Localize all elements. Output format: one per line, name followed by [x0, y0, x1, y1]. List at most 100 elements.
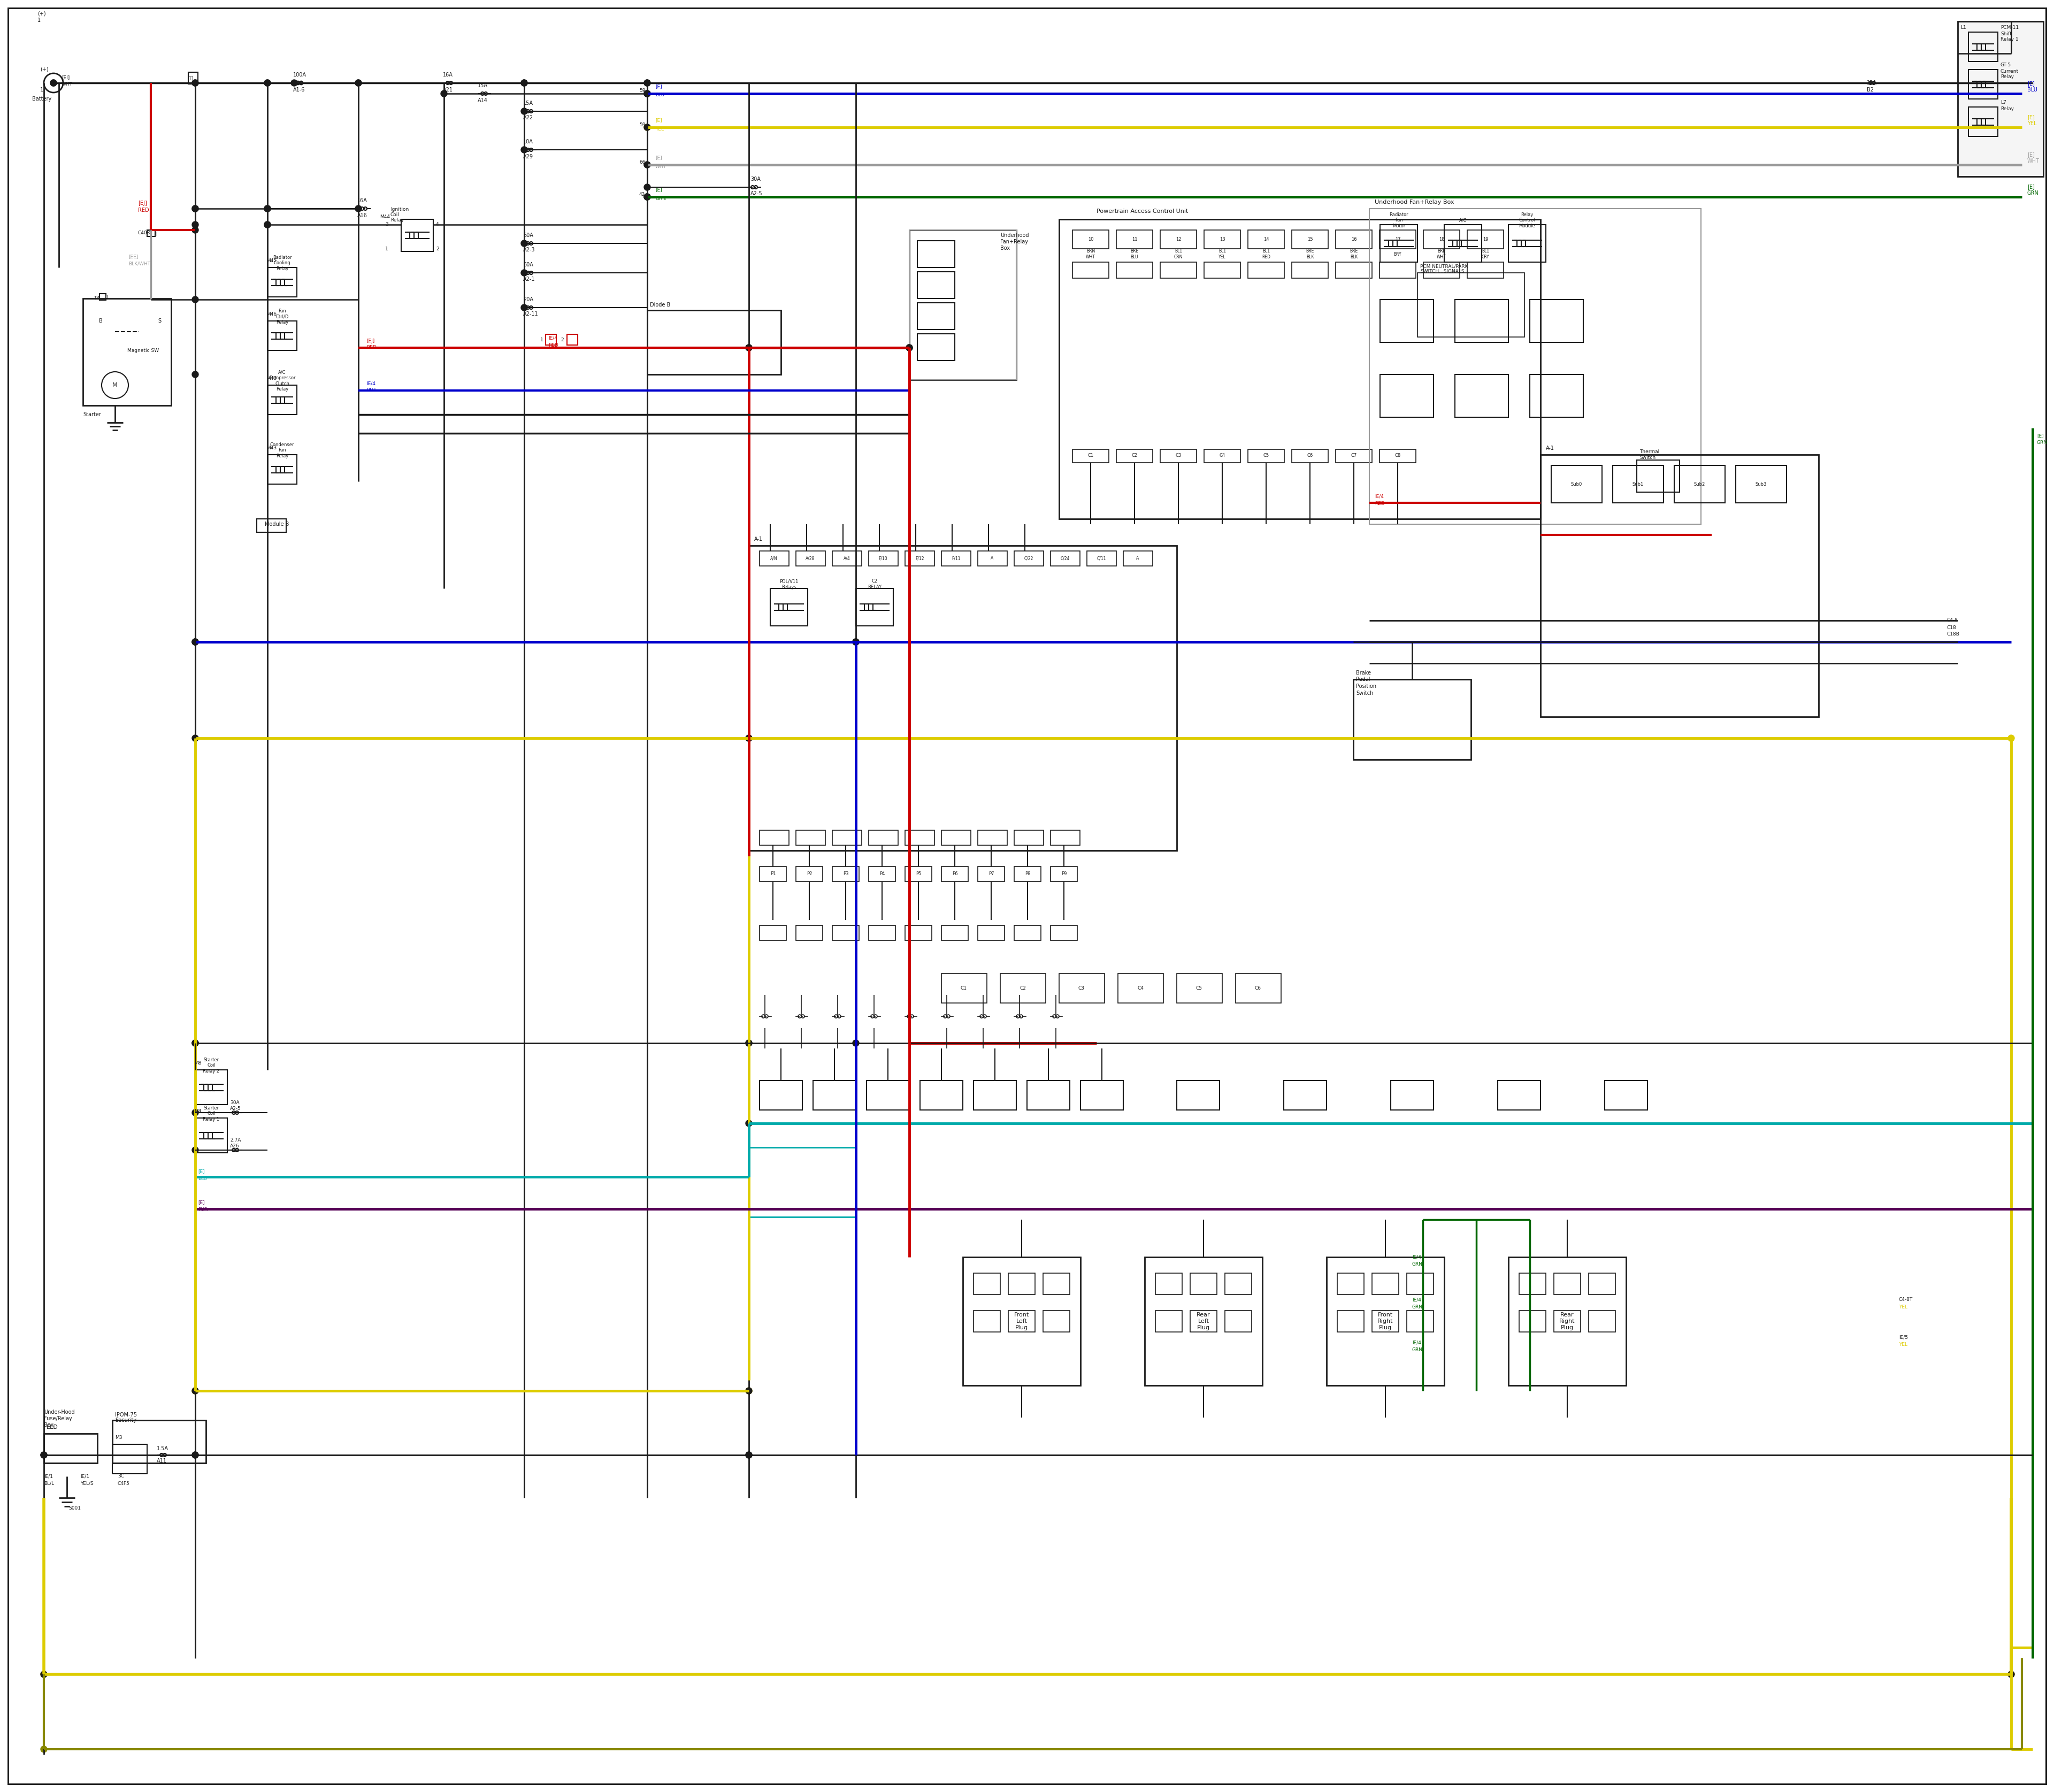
Text: 15A: 15A [524, 100, 534, 106]
Text: Powertrain Access Control Unit: Powertrain Access Control Unit [1097, 208, 1187, 213]
Text: 1: 1 [41, 88, 43, 93]
Circle shape [852, 638, 859, 645]
Text: M8: M8 [195, 1061, 201, 1066]
Text: Sub3: Sub3 [1756, 482, 1766, 486]
Text: Starter
Coil
Relay 1: Starter Coil Relay 1 [203, 1106, 220, 1122]
Text: YEL: YEL [655, 127, 663, 133]
Text: RED: RED [548, 342, 559, 348]
Circle shape [522, 108, 528, 115]
Bar [82, 299, 170, 405]
Bar [1454, 375, 1508, 418]
Circle shape [265, 79, 271, 86]
Bar [978, 830, 1006, 846]
Text: IE/4: IE/4 [366, 382, 376, 385]
Text: YEL/S: YEL/S [80, 1480, 94, 1486]
Text: YEL: YEL [1898, 1342, 1908, 1346]
Circle shape [522, 79, 528, 86]
Text: C6: C6 [1255, 986, 1261, 991]
Text: P8: P8 [1025, 871, 1031, 876]
Bar [1555, 1310, 1582, 1331]
Bar [918, 303, 955, 330]
Circle shape [522, 305, 528, 310]
Text: 59: 59 [639, 88, 645, 93]
Bar [832, 550, 863, 566]
Bar [1080, 1081, 1124, 1109]
Circle shape [746, 344, 752, 351]
Bar [797, 925, 824, 941]
Text: 2: 2 [435, 246, 440, 251]
Text: Sub2: Sub2 [1695, 482, 1705, 486]
Bar [1423, 229, 1460, 249]
Text: 13: 13 [1220, 237, 1224, 242]
Circle shape [191, 228, 199, 233]
Text: Fan
Ctrl/D
Relay: Fan Ctrl/D Relay [275, 308, 290, 324]
Text: M44: M44 [380, 215, 390, 219]
Text: [E]: [E] [655, 188, 661, 192]
Circle shape [852, 638, 859, 645]
Text: GRN: GRN [655, 197, 665, 201]
Bar [1380, 375, 1434, 418]
Circle shape [746, 1039, 752, 1047]
Text: BLU: BLU [655, 93, 663, 97]
Text: BL1
CRN: BL1 CRN [1175, 249, 1183, 260]
Bar [941, 550, 972, 566]
Text: BRE
BLU: BRE BLU [1130, 249, 1138, 260]
Text: Rear
Right
Plug: Rear Right Plug [1559, 1312, 1575, 1330]
Bar [1292, 229, 1329, 249]
Text: A/N: A/N [770, 556, 778, 561]
Bar [1407, 1310, 1434, 1331]
Circle shape [645, 79, 651, 86]
Text: IE/4: IE/4 [1413, 1254, 1421, 1260]
Text: Relay: Relay [2001, 75, 2013, 79]
Text: P9: P9 [1062, 871, 1066, 876]
Text: ELD: ELD [47, 1425, 58, 1430]
Text: PCM-11: PCM-11 [2001, 25, 2019, 30]
Bar [1968, 32, 1999, 61]
Text: A14: A14 [479, 99, 487, 104]
Text: BRE
BLK: BRE BLK [1349, 249, 1358, 260]
Bar [1161, 450, 1197, 462]
Circle shape [746, 1452, 752, 1459]
Bar [1540, 455, 1818, 717]
Bar [941, 973, 986, 1004]
Text: C3: C3 [1078, 986, 1085, 991]
Text: [E]
WHT: [E] WHT [2027, 152, 2040, 163]
Text: Box: Box [43, 1423, 53, 1428]
Circle shape [645, 194, 651, 201]
Text: [E]: [E] [197, 1201, 205, 1204]
Bar [1161, 229, 1197, 249]
Circle shape [746, 1120, 752, 1127]
Text: 42: 42 [639, 192, 645, 197]
Text: B: B [99, 319, 103, 324]
Bar [1043, 1272, 1070, 1294]
Bar [1467, 262, 1504, 278]
Bar [1249, 262, 1284, 278]
Bar [1009, 1272, 1035, 1294]
Text: IE/5: IE/5 [1898, 1335, 1908, 1340]
Bar [148, 229, 156, 237]
Text: RED: RED [366, 346, 376, 349]
Text: 1: 1 [540, 337, 544, 342]
Bar [869, 830, 898, 846]
Bar [267, 321, 298, 351]
Bar [43, 1434, 97, 1462]
Text: M3: M3 [115, 1435, 123, 1441]
Bar [1087, 550, 1115, 566]
Bar [1454, 299, 1508, 342]
Bar [1530, 375, 1584, 418]
Bar [1520, 1272, 1547, 1294]
Bar [1423, 262, 1460, 278]
Bar [974, 1310, 1000, 1331]
Text: Front
Left
Plug: Front Left Plug [1015, 1312, 1029, 1330]
Text: P4: P4 [879, 871, 885, 876]
Bar [1957, 22, 2044, 177]
Text: 1.5A: 1.5A [156, 1446, 168, 1452]
Text: Front
Right
Plug: Front Right Plug [1378, 1312, 1393, 1330]
Text: 10: 10 [1089, 237, 1093, 242]
Bar [918, 333, 955, 360]
Text: P7: P7 [988, 871, 994, 876]
Text: GT-5: GT-5 [2001, 63, 2011, 68]
Text: Condenser
Fan
Relay: Condenser Fan Relay [269, 443, 294, 459]
Circle shape [645, 194, 651, 201]
Text: L7: L7 [2001, 100, 2007, 106]
